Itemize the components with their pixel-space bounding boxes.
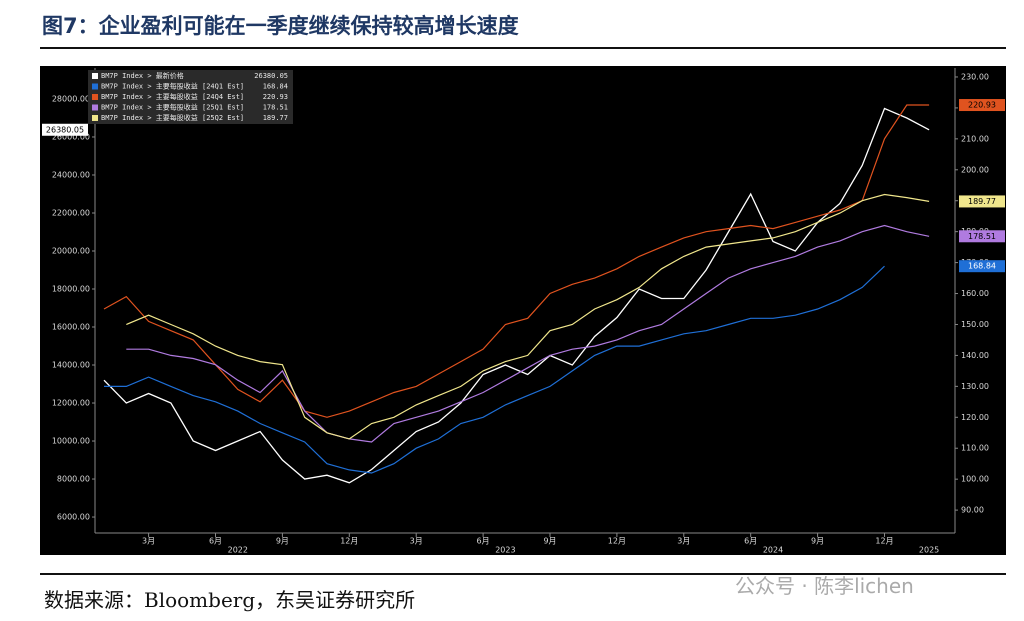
chart: 6000.00 8000.00 10000.00 12000.00 14000.00 16… (40, 66, 1006, 555)
legend-swatch (92, 94, 98, 100)
y2-tick-label: 150.00 (961, 320, 989, 329)
x-tick-label: 12月 (340, 537, 358, 546)
value-tag-label: 168.84 (968, 262, 996, 271)
y-tick-label: 28000.00 (52, 94, 90, 103)
chart-title: 图7：企业盈利可能在一季度继续保持较高增长速度 (42, 14, 519, 38)
y2-tick-label: 100.00 (961, 475, 989, 484)
series-line (103, 107, 930, 484)
y2-tick-label: 110.00 (961, 444, 989, 453)
value-tag (959, 260, 1005, 273)
value-tag-label: 189.77 (968, 197, 996, 206)
value-tag (959, 99, 1005, 112)
y2-tick-label: 120.00 (961, 413, 989, 422)
y-tick-label: 18000.00 (52, 285, 90, 294)
legend-swatch (92, 104, 98, 111)
y-tick-label: 22000.00 (52, 208, 90, 217)
value-tag-label: 26380.05 (46, 125, 84, 134)
legend-box (88, 70, 293, 124)
watermark: 公众号 · 陈李lichen (735, 574, 914, 598)
rule (40, 47, 1006, 49)
value-tag-label: 178.51 (968, 232, 996, 241)
y2-tick-label: 210.00 (961, 134, 989, 143)
y-tick-label: 14000.00 (52, 361, 90, 370)
legend-value: 189.77 (263, 114, 288, 122)
x-tick-label: 12月 (608, 537, 626, 546)
x-year-label: 2025 (919, 546, 939, 555)
y2-tick-label: 230.00 (961, 72, 989, 81)
x-tick-label: 3月 (677, 537, 690, 546)
y-tick-label: 12000.00 (52, 399, 90, 408)
x-tick-label: 9月 (543, 537, 556, 546)
y-tick-label: 24000.00 (52, 170, 90, 179)
y-tick-label: 10000.00 (52, 437, 90, 446)
x-tick-label: 6月 (209, 537, 222, 546)
legend-value: 220.93 (263, 93, 288, 101)
legend-value: 178.51 (263, 104, 288, 112)
x-tick-label: 3月 (410, 537, 423, 546)
series-line (104, 265, 885, 474)
x-tick-label: 9月 (811, 537, 824, 546)
series-line (126, 224, 930, 443)
value-tag (42, 123, 88, 136)
legend-label: BM7P Index > 最新价格 (101, 71, 184, 80)
x-tick-label: 6月 (477, 537, 490, 546)
x-year-label: 2022 (228, 546, 248, 555)
y-tick-label: 8000.00 (57, 475, 90, 484)
legend-label: BM7P Index > 主要每股收益 [24Q4 Est] (101, 92, 244, 101)
y2-tick-label: 160.00 (961, 289, 989, 298)
chart-background (40, 66, 1006, 555)
x-year-label: 2023 (495, 546, 515, 555)
y-tick-label: 6000.00 (57, 513, 90, 522)
y-tick-label: 16000.00 (52, 323, 90, 332)
y2-tick-label: 200.00 (961, 165, 989, 174)
value-tag (959, 195, 1005, 208)
x-tick-label: 9月 (276, 537, 289, 546)
value-tag-label: 220.93 (968, 101, 996, 110)
legend-swatch (92, 83, 98, 90)
legend-label: BM7P Index > 主要每股收益 [24Q1 Est] (101, 82, 244, 91)
rule (40, 573, 1006, 575)
legend-value: 26380.05 (254, 72, 288, 80)
source: 数据来源：Bloomberg，东吴证券研究所 (44, 588, 416, 612)
value-tag (959, 230, 1005, 243)
y2-tick-label: 140.00 (961, 351, 989, 360)
series-line (126, 193, 930, 440)
x-tick-label: 3月 (142, 537, 155, 546)
y2-tick-label: 130.00 (961, 382, 989, 391)
y-tick-label: 20000.00 (52, 246, 90, 255)
legend-value: 168.84 (263, 83, 288, 91)
y2-tick-label: 90.00 (961, 506, 984, 515)
legend-label: BM7P Index > 主要每股收益 [25Q1 Est] (101, 103, 244, 112)
x-tick-label: 12月 (875, 537, 893, 546)
series-line (103, 104, 930, 418)
legend-swatch (92, 73, 98, 79)
y-tick-label: 26000.00 (52, 132, 90, 141)
legend-swatch (92, 115, 98, 121)
x-year-label: 2024 (763, 546, 783, 555)
x-tick-label: 6月 (744, 537, 757, 546)
legend-label: BM7P Index > 主要每股收益 [25Q2 Est] (101, 113, 244, 122)
